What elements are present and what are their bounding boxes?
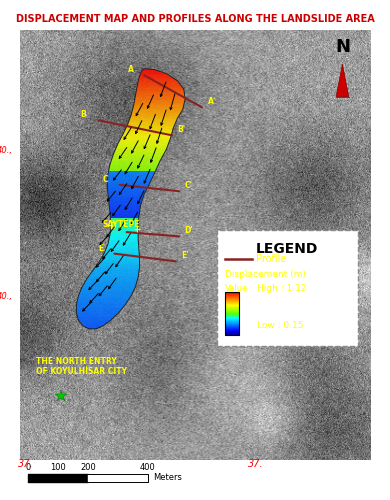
Text: THE NORTH ENTRY
OF KOYULHİSAR CITY: THE NORTH ENTRY OF KOYULHİSAR CITY <box>36 356 128 376</box>
Text: D': D' <box>184 226 193 235</box>
Text: 100: 100 <box>50 462 66 471</box>
Text: C': C' <box>184 181 193 190</box>
Text: E': E' <box>181 252 189 260</box>
Polygon shape <box>336 64 349 96</box>
Text: A': A' <box>208 98 216 106</box>
Text: E: E <box>98 244 103 252</box>
Text: 200: 200 <box>80 462 96 471</box>
Text: N: N <box>335 38 350 56</box>
Text: B: B <box>80 110 86 119</box>
Text: 40.,: 40., <box>0 146 12 155</box>
Text: 37.: 37. <box>18 458 34 468</box>
Text: Profile: Profile <box>256 254 286 264</box>
Text: Meters: Meters <box>153 473 182 482</box>
Text: D: D <box>109 222 115 231</box>
Text: Value: Value <box>225 284 248 294</box>
Text: C: C <box>103 175 108 184</box>
Text: LEGEND: LEGEND <box>256 242 319 256</box>
FancyBboxPatch shape <box>217 230 358 346</box>
Text: 37.: 37. <box>248 458 264 468</box>
Text: Low : 0.15: Low : 0.15 <box>257 322 304 330</box>
Text: B': B' <box>177 126 186 134</box>
Text: DISPLACEMENT MAP AND PROFILES ALONG THE LANDSLIDE AREA: DISPLACEMENT MAP AND PROFILES ALONG THE … <box>16 14 374 24</box>
Text: A: A <box>128 64 133 74</box>
Text: 400: 400 <box>140 462 156 471</box>
Text: Displacement (m): Displacement (m) <box>225 270 306 278</box>
Text: SAYTEPE: SAYTEPE <box>103 220 140 229</box>
Text: 40.,: 40., <box>0 292 12 301</box>
Text: High : 1.12: High : 1.12 <box>257 284 307 294</box>
Text: 0: 0 <box>25 462 31 471</box>
